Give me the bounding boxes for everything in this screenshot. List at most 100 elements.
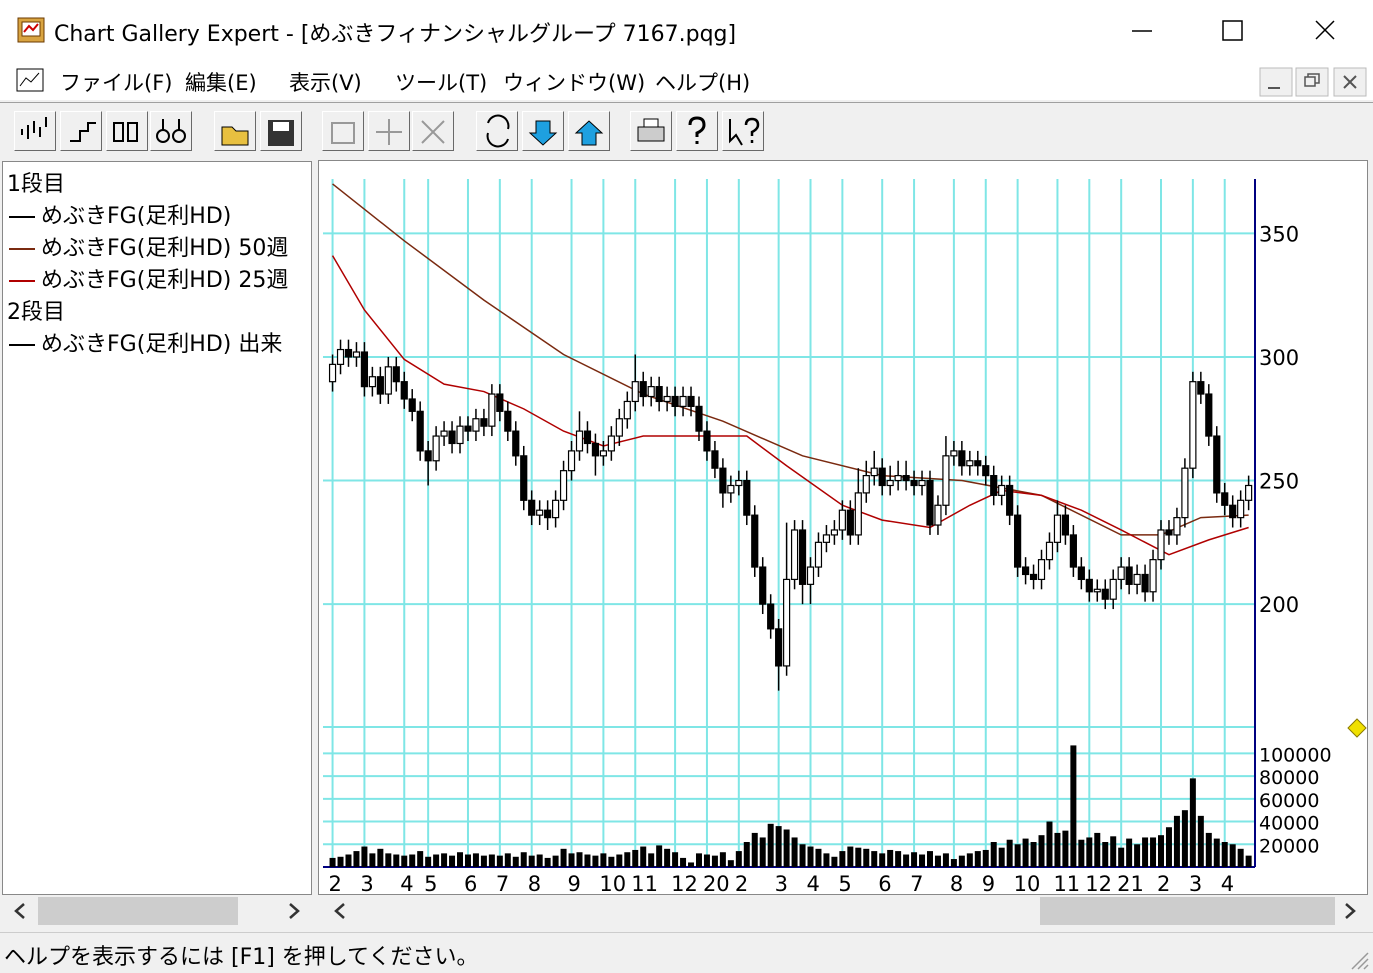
candle-body (1133, 573, 1141, 585)
candle-body (918, 479, 926, 487)
chart: 2 3 4 5 6 7 8 9 10 11 12 20 2 3 4 5 6 7 8 9 10 11 12 21 2 3 420025… (323, 179, 1332, 896)
candle-body (360, 351, 369, 388)
volume-bar (998, 847, 1005, 867)
menu-bar: ファイル(F) 編集(E) 表示(V) ツール(T) ウィンドウ(W) ヘルプ(… (0, 62, 1373, 100)
x-tick-label: 11 (1053, 872, 1080, 894)
candle-body (870, 467, 878, 477)
candle-body (735, 479, 743, 487)
candle-body (504, 410, 512, 432)
volume-bar (791, 837, 798, 867)
volume-bar (855, 847, 862, 867)
candle-body (862, 475, 870, 494)
volume-bar (632, 849, 639, 867)
volume-bar (616, 854, 623, 867)
menu-help[interactable]: ヘルプ(H) (655, 71, 751, 95)
volume-bar (600, 853, 607, 867)
candle-body (1141, 573, 1149, 593)
candle-body (623, 400, 631, 420)
candle-body (1029, 573, 1038, 581)
candle-body (1157, 529, 1165, 561)
tool-delete[interactable] (412, 111, 454, 151)
menu-edit[interactable]: 編集(E) (185, 71, 257, 95)
menu-tools[interactable]: ツール(T) (395, 71, 488, 95)
menu-file[interactable]: ファイル(F) (60, 71, 173, 95)
legend-swatch (9, 344, 35, 346)
candle-body (408, 398, 416, 412)
volume-bar (966, 853, 973, 867)
x-tick-label: 7 (496, 872, 509, 894)
volume-bar (401, 855, 408, 867)
volume-bar (568, 853, 575, 867)
candle-body (1101, 588, 1109, 600)
volume-bar (377, 848, 384, 867)
moving-average-line (331, 255, 1249, 556)
volume-bar (1237, 848, 1244, 867)
volume-bar (1189, 778, 1196, 867)
candle-body (520, 455, 528, 501)
volume-bar (1221, 842, 1228, 867)
volume-bar (887, 849, 894, 867)
volume-bar (496, 855, 503, 867)
status-text: ヘルプを表示するには [F1] を押してください。 (4, 945, 479, 970)
candle-body (1229, 504, 1237, 519)
candle-body (488, 393, 496, 427)
volume-bar (369, 853, 376, 867)
volume-bar (1158, 835, 1165, 867)
volume-bar (576, 852, 583, 867)
legend-scrollbar[interactable] (2, 895, 312, 927)
menu-view[interactable]: 表示(V) (289, 71, 362, 95)
candle-body (1069, 534, 1077, 568)
mdi-controls[interactable] (1258, 66, 1370, 98)
chart-scrollbar[interactable] (318, 895, 1368, 927)
candle-body (647, 386, 655, 398)
volume-bar (775, 826, 782, 867)
x-tick-label: 11 (631, 872, 658, 894)
volume-bar (608, 856, 615, 867)
x-tick-label: 12 (671, 872, 698, 894)
candle-body (472, 418, 480, 432)
candle-body (368, 376, 376, 388)
candle-body (1149, 559, 1157, 593)
candle-body (496, 393, 504, 412)
candle-body (982, 465, 990, 477)
chart-panel: 2 3 4 5 6 7 8 9 10 11 12 20 2 3 4 5 6 7 8 9 10 11 12 21 2 3 4 200 25… (318, 160, 1368, 896)
volume-bar (751, 832, 758, 867)
candle-body (854, 492, 862, 536)
candle-body (671, 395, 679, 407)
menu-window[interactable]: ウィンドウ(W) (503, 71, 646, 95)
tool-refresh[interactable] (476, 111, 518, 151)
candle-body (352, 351, 361, 358)
candle-body (480, 418, 488, 427)
volume-bar (727, 860, 734, 867)
candle-body (926, 479, 934, 526)
x-tick-label: 20 (703, 872, 730, 894)
volume-bar (871, 851, 878, 867)
resize-grip[interactable] (1346, 947, 1370, 971)
tool-print[interactable] (630, 111, 672, 151)
candle-body (1037, 559, 1046, 581)
candle-body (846, 509, 854, 536)
volume-bar (1078, 839, 1085, 867)
volume-bar (719, 852, 726, 867)
candle-body (1117, 566, 1125, 581)
x-tick-label: 3 (775, 872, 788, 894)
y-tick-label: 300 (1259, 346, 1299, 370)
x-tick-label: 3 (360, 872, 373, 894)
tool-search[interactable] (150, 111, 192, 151)
y-tick-label: 200 (1259, 593, 1299, 617)
candle-body (743, 479, 751, 516)
volume-bar (361, 846, 368, 867)
tool-props[interactable] (322, 111, 364, 151)
pane-marker[interactable] (1346, 717, 1368, 739)
candle-body (1181, 467, 1189, 519)
volume-bar (879, 853, 886, 867)
volume-bar (345, 854, 352, 867)
volume-bar (1150, 837, 1157, 867)
candle-body (1077, 566, 1085, 581)
candle-body (599, 450, 607, 457)
candle-body (1109, 578, 1117, 600)
candle-body (1213, 435, 1221, 494)
volume-bar (974, 851, 981, 867)
window-controls[interactable] (1120, 14, 1350, 48)
volume-bar (919, 854, 926, 867)
